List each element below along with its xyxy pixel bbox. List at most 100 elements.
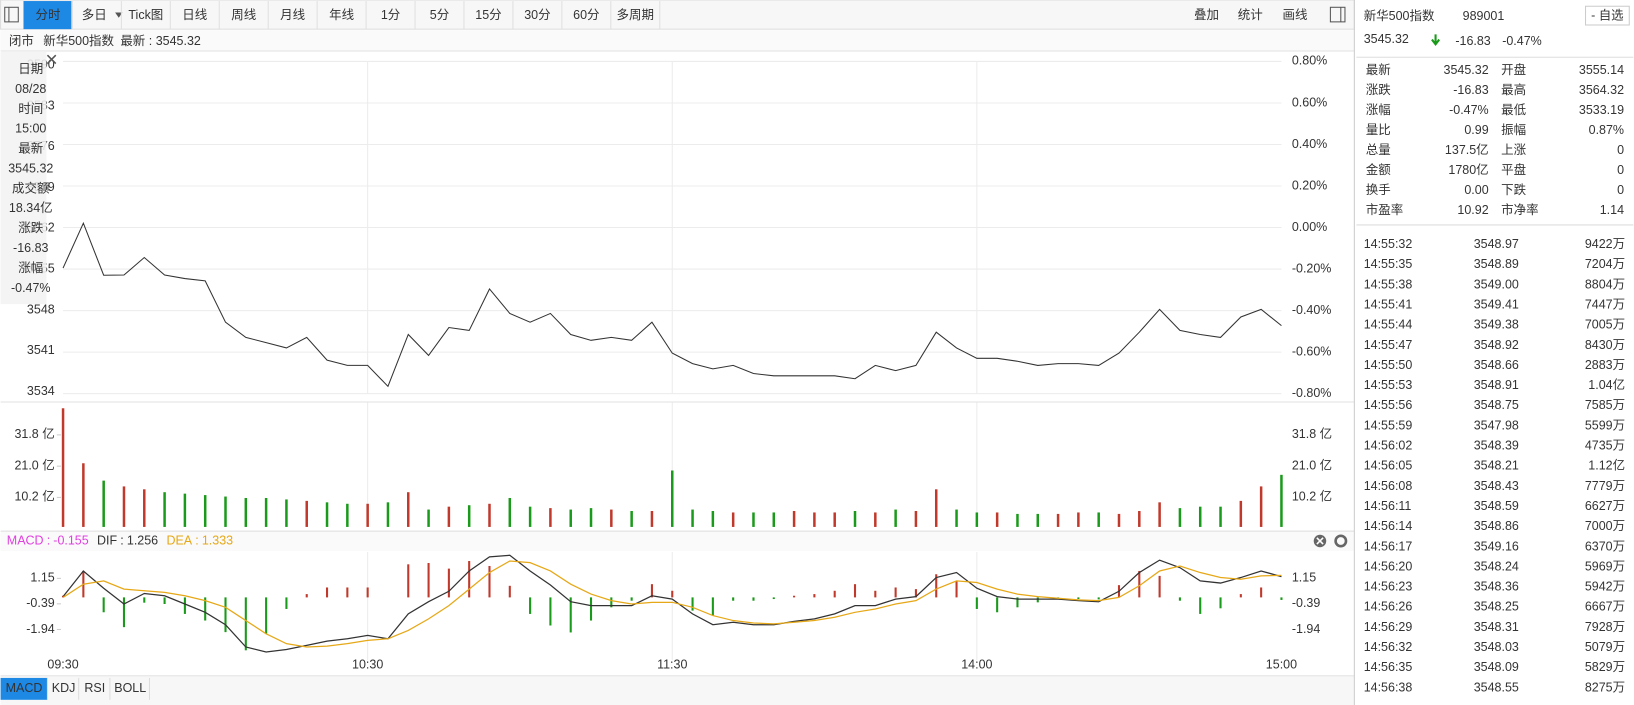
tool[interactable]: 叠加 — [1194, 8, 1219, 22]
panel-icon[interactable] — [1329, 6, 1346, 23]
macd-line — [62, 554, 1282, 653]
tool[interactable]: 画线 — [1282, 8, 1307, 22]
tick-cell: 3548.36 — [1474, 580, 1519, 594]
tick-cell: 3548.39 — [1474, 439, 1519, 453]
indicator-tab[interactable]: KDJ — [52, 681, 76, 695]
tab[interactable]: 1分 — [381, 8, 400, 22]
tick-cell: 1.12亿 — [1588, 458, 1625, 473]
volume-bar — [285, 499, 288, 527]
quote-change: -16.83 — [1455, 34, 1490, 48]
macd-bar — [346, 587, 349, 598]
tab[interactable]: 月线 — [280, 8, 305, 22]
macd-bar — [325, 587, 329, 598]
separator: : — [47, 534, 50, 548]
close-indicator-x — [1316, 537, 1324, 545]
macd-bar — [569, 597, 572, 633]
watch-button[interactable] — [1585, 5, 1630, 26]
volume-bar — [325, 502, 329, 527]
tick-cell: 14:55:47 — [1364, 338, 1413, 352]
indicator-tab[interactable]: BOLL — [114, 681, 146, 695]
macd-bar — [488, 565, 491, 598]
tick-cell: 4735万 — [1585, 439, 1625, 453]
macd-bar — [975, 597, 978, 609]
volume-bar — [346, 503, 349, 527]
indicator-header — [0, 531, 1355, 551]
tick-cell: 3548.97 — [1474, 237, 1519, 251]
tab[interactable]: 日线 — [182, 8, 207, 22]
macd-line — [62, 560, 1282, 648]
tab[interactable]: 分时 — [35, 8, 60, 22]
x-tick-label: 15:00 — [1266, 658, 1297, 672]
volume-bar — [792, 511, 796, 527]
series-name: MACD — [7, 534, 44, 548]
tick-cell: 3548.25 — [1474, 600, 1519, 614]
volume-bar — [1036, 513, 1040, 527]
volume-bar — [244, 497, 248, 527]
y2-tick-label: 1.15 — [1292, 571, 1316, 585]
tick-cell: 7005万 — [1585, 318, 1625, 332]
dropdown-arrow — [115, 12, 123, 18]
volume-bar — [488, 503, 491, 527]
watch-label[interactable]: - 自选 — [1591, 8, 1624, 22]
macd-bar — [1097, 597, 1100, 600]
tooltip-close[interactable] — [46, 54, 57, 65]
tick-cell: 9422万 — [1585, 237, 1625, 251]
tab-active — [23, 1, 72, 30]
volume-bar — [508, 497, 512, 527]
x-tick-label: 10:30 — [352, 658, 383, 672]
macd-bar — [935, 574, 938, 598]
sidebar-icon[interactable] — [4, 6, 19, 23]
tab[interactable]: 60分 — [573, 8, 599, 22]
volume-bar — [224, 496, 227, 527]
tick-cell: 8430万 — [1585, 338, 1625, 352]
tab[interactable]: Tick图 — [128, 8, 163, 22]
tab[interactable]: 多周期 — [617, 8, 654, 22]
macd-bar — [143, 597, 146, 603]
macd-bar — [1077, 597, 1080, 600]
tool[interactable]: 统计 — [1238, 8, 1263, 22]
tab[interactable]: 5分 — [430, 8, 449, 22]
volume-bar — [934, 489, 938, 527]
y-tick-label: 31.8 亿 — [14, 426, 54, 441]
tick-cell: 8275万 — [1585, 680, 1625, 694]
quote-value: 3555.14 — [1579, 63, 1624, 77]
macd-bar — [650, 584, 653, 598]
tick-cell: 3548.24 — [1474, 559, 1519, 573]
price-line — [62, 221, 1282, 388]
volume-bar — [569, 509, 572, 527]
macd-bar — [265, 597, 268, 634]
tick-cell: 14:55:38 — [1364, 277, 1413, 291]
quote-code: 989001 — [1463, 9, 1505, 23]
tick-cell: 3548.55 — [1474, 680, 1519, 694]
settings-icon[interactable] — [1334, 534, 1348, 548]
x-tick-label: 09:30 — [47, 658, 78, 672]
macd-bar — [610, 597, 613, 608]
volume-bar — [549, 508, 552, 527]
tab[interactable]: 15分 — [475, 8, 501, 22]
tooltip-value: -0.47% — [11, 281, 51, 295]
tab[interactable]: 多日 — [82, 8, 107, 22]
quote-value: -16.83 — [1453, 83, 1488, 97]
volume-bar — [366, 503, 369, 527]
volume-bar — [528, 506, 532, 527]
y2-tick-label: 21.0 亿 — [1292, 457, 1332, 472]
volume-bar — [772, 512, 776, 527]
volume-bar — [752, 512, 755, 527]
quote-label: 振幅 — [1501, 122, 1526, 137]
volume-bar — [610, 509, 613, 527]
tab[interactable]: 周线 — [231, 8, 256, 22]
indicator-tab[interactable]: RSI — [84, 681, 105, 695]
volume-bar — [894, 509, 897, 527]
tab[interactable]: 30分 — [524, 8, 550, 22]
macd-bar — [691, 597, 694, 611]
indicator-tab[interactable]: MACD — [6, 681, 43, 695]
macd-bar — [894, 587, 897, 598]
macd-bar — [671, 590, 674, 598]
tooltip-box — [0, 52, 47, 305]
tick-cell: 3549.00 — [1474, 277, 1519, 291]
tooltip-value: 15:00 — [15, 122, 46, 136]
quote-value: 3545.32 — [1444, 63, 1489, 77]
tab[interactable]: 年线 — [329, 8, 354, 22]
